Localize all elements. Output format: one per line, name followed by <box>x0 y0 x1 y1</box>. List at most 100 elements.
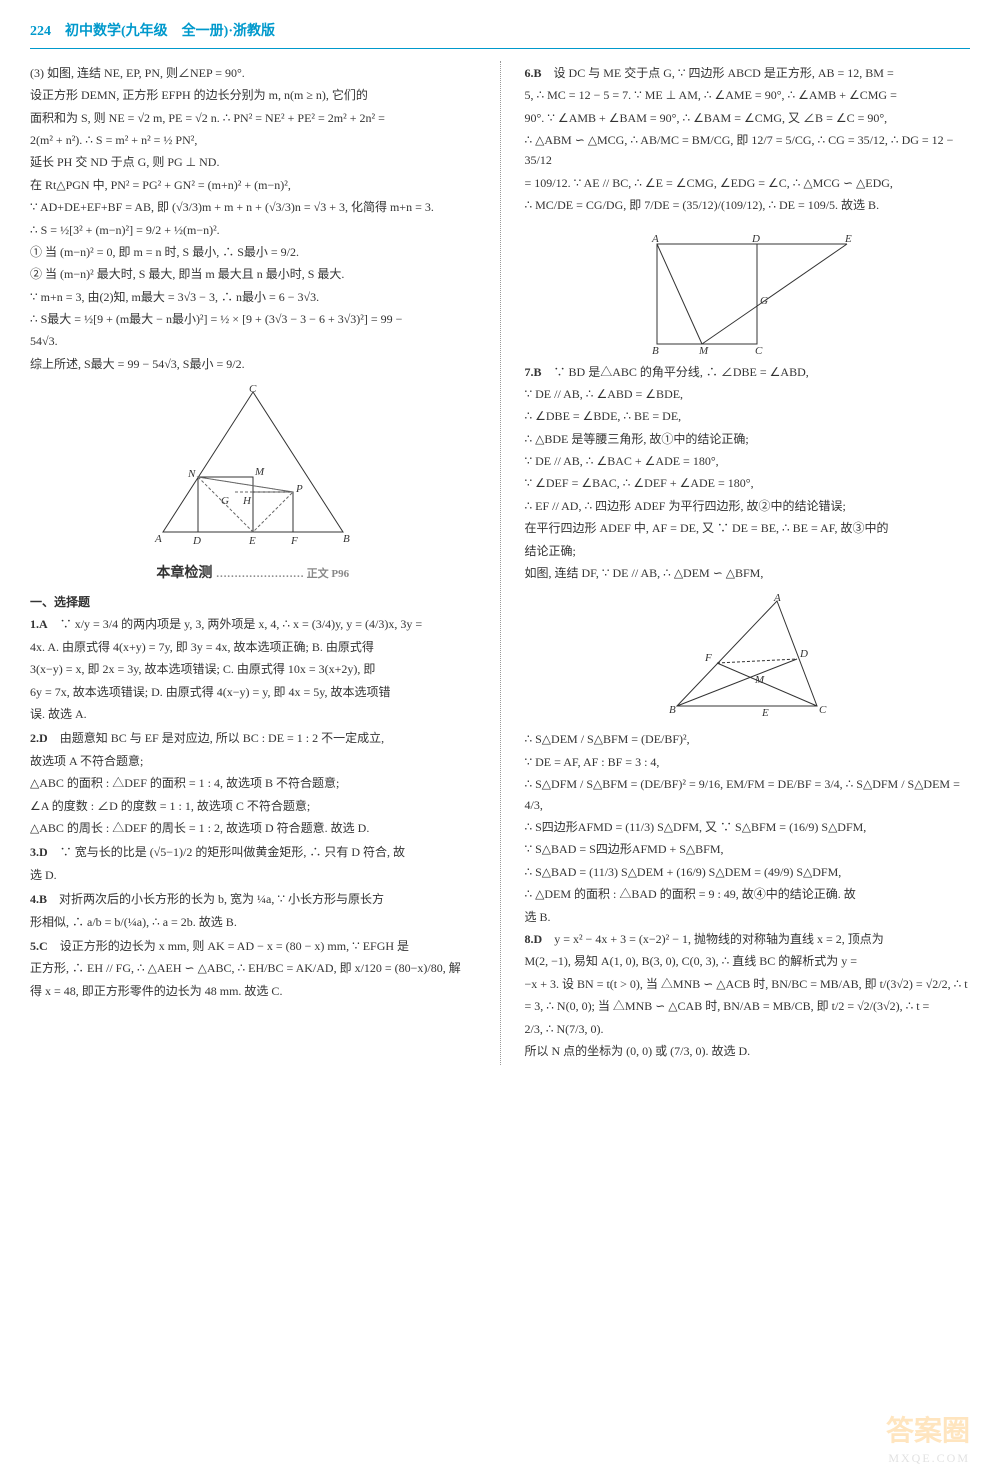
chapter-title: 本章检测 …………………… 正文 P96 <box>30 562 476 586</box>
q2-text: 故选项 A 不符合题意; <box>30 751 476 771</box>
figure-1: C A B D E F N M P G H <box>30 382 476 552</box>
watermark-url: MXQE.COM <box>888 1448 970 1468</box>
q7-number: 7.B <box>525 365 542 379</box>
q2-text: 由题意知 BC 与 EF 是对应边, 所以 BC : DE = 1 : 2 不一… <box>60 731 384 745</box>
q2-text: ∠A 的度数 : ∠D 的度数 = 1 : 1, 故选项 C 不符合题意; <box>30 796 476 816</box>
fig1-label-n: N <box>187 468 196 480</box>
q8-text: y = x² − 4x + 3 = (x−2)² − 1, 抛物线的对称轴为直线… <box>554 932 884 946</box>
text-line: 面积和为 S, 则 NE = √2 m, PE = √2 n. ∴ PN² = … <box>30 108 476 128</box>
text-line: ∵ m+n = 3, 由(2)知, m最大 = 3√3 − 3, ∴ n最小 =… <box>30 287 476 307</box>
content-columns: (3) 如图, 连结 NE, EP, PN, 则∠NEP = 90°. 设正方形… <box>30 61 970 1066</box>
q6-text: 5, ∴ MC = 12 − 5 = 7. ∵ ME ⊥ AM, ∴ ∠AME … <box>525 85 971 105</box>
chapter-ref: …………………… 正文 P96 <box>216 568 349 580</box>
fig2-label-b: B <box>652 345 659 354</box>
q6-text: ∴ MC/DE = CG/DG, 即 7/DE = (35/12)/(109/1… <box>525 195 971 215</box>
q2-number: 2.D <box>30 731 48 745</box>
question-7: 7.B ∵ BD 是△ABC 的角平分线, ∴ ∠DBE = ∠ABD, ∵ D… <box>525 362 971 584</box>
fig2-label-g: G <box>760 295 768 307</box>
q8-text: 所以 N 点的坐标为 (0, 0) 或 (7/3, 0). 故选 D. <box>525 1041 971 1061</box>
figure-3: A B C F D M E <box>525 591 971 721</box>
q1-text: 6y = 7x, 故本选项错误; D. 由原式得 4(x−y) = y, 即 4… <box>30 682 476 702</box>
q3-text: 选 D. <box>30 865 476 885</box>
question-5: 5.C 设正方形的边长为 x mm, 则 AK = AD − x = (80 −… <box>30 936 476 1001</box>
q4-text: 对折两次后的小长方形的长为 b, 宽为 ¼a, ∵ 小长方形与原长方 <box>59 892 384 906</box>
q1-text: 误. 故选 A. <box>30 704 476 724</box>
q7-text: ∵ BD 是△ABC 的角平分线, ∴ ∠DBE = ∠ABD, <box>554 365 809 379</box>
text-line: ∴ S = ½[3² + (m−n)²] = 9/2 + ½(m−n)². <box>30 220 476 240</box>
fig1-label-m: M <box>254 466 265 478</box>
q1-text: 4x. A. 由原式得 4(x+y) = 7y, 即 3y = 4x, 故本选项… <box>30 637 476 657</box>
q6-text: 设 DC 与 ME 交于点 G, ∵ 四边形 ABCD 是正方形, AB = 1… <box>554 66 894 80</box>
right-column: 6.B 设 DC 与 ME 交于点 G, ∵ 四边形 ABCD 是正方形, AB… <box>525 61 971 1066</box>
q7-text: ∵ DE = AF, AF : BF = 3 : 4, <box>525 752 971 772</box>
fig3-label-d: D <box>799 648 808 660</box>
q8-text: M(2, −1), 易知 A(1, 0), B(3, 0), C(0, 3), … <box>525 951 971 971</box>
q7-text: ∴ △DEM 的面积 : △BAD 的面积 = 9 : 49, 故④中的结论正确… <box>525 884 971 904</box>
question-3: 3.D ∵ 宽与长的比是 (√5−1)/2 的矩形叫做黄金矩形, ∴ 只有 D … <box>30 842 476 885</box>
text-line: 设正方形 DEMN, 正方形 EFPH 的边长分别为 m, n(m ≥ n), … <box>30 85 476 105</box>
fig1-label-e: E <box>248 535 256 547</box>
fig1-label-c: C <box>249 383 257 395</box>
choice-heading: 一、选择题 <box>30 592 476 612</box>
q8-number: 8.D <box>525 932 543 946</box>
text-line: 在 Rt△PGN 中, PN² = PG² + GN² = (m+n)² + (… <box>30 175 476 195</box>
q7-text: ∵ S△BAD = S四边形AFMD + S△BFM, <box>525 839 971 859</box>
text-line: 延长 PH 交 ND 于点 G, 则 PG ⊥ ND. <box>30 152 476 172</box>
fig1-label-a: A <box>154 533 162 545</box>
question-2: 2.D 由题意知 BC 与 EF 是对应边, 所以 BC : DE = 1 : … <box>30 728 476 838</box>
q7-text: ∴ S△DFM / S△BFM = (DE/BF)² = 9/16, EM/FM… <box>525 774 971 815</box>
q7-text: ∴ ∠DBE = ∠BDE, ∴ BE = DE, <box>525 406 971 426</box>
question-6: 6.B 设 DC 与 ME 交于点 G, ∵ 四边形 ABCD 是正方形, AB… <box>525 63 971 216</box>
fig3-label-a: A <box>773 592 781 604</box>
q3-number: 3.D <box>30 845 48 859</box>
left-column: (3) 如图, 连结 NE, EP, PN, 则∠NEP = 90°. 设正方形… <box>30 61 476 1066</box>
q1-text: ∵ x/y = 3/4 的两内项是 y, 3, 两外项是 x, 4, ∴ x =… <box>60 617 422 631</box>
q6-text: = 109/12. ∵ AE // BC, ∴ ∠E = ∠CMG, ∠EDG … <box>525 173 971 193</box>
q7-text: ∴ △BDE 是等腰三角形, 故①中的结论正确; <box>525 429 971 449</box>
fig3-label-f: F <box>704 652 712 664</box>
fig2-label-c: C <box>755 345 763 354</box>
q5-number: 5.C <box>30 939 48 953</box>
chapter-title-text: 本章检测 <box>156 566 212 581</box>
q6-number: 6.B <box>525 66 542 80</box>
q7-text: ∴ S四边形AFMD = (11/3) S△DFM, 又 ∵ S△BFM = (… <box>525 817 971 837</box>
q7-text: 选 B. <box>525 907 971 927</box>
q4-text: 形相似, ∴ a/b = b/(¼a), ∴ a = 2b. 故选 B. <box>30 912 476 932</box>
column-divider <box>500 61 501 1066</box>
text-line: ∴ S最大 = ½[9 + (m最大 − n最小)²] = ½ × [9 + (… <box>30 309 476 329</box>
q8-text: = 3, ∴ N(0, 0); 当 △MNB ∽ △CAB 时, BN/AB =… <box>525 996 971 1016</box>
fig3-label-c: C <box>819 704 827 716</box>
q8-text: 2/3, ∴ N(7/3, 0). <box>525 1019 971 1039</box>
q2-text: △ABC 的周长 : △DEF 的周长 = 1 : 2, 故选项 D 符合题意.… <box>30 818 476 838</box>
question-4: 4.B 对折两次后的小长方形的长为 b, 宽为 ¼a, ∵ 小长方形与原长方 形… <box>30 889 476 932</box>
q1-number: 1.A <box>30 617 48 631</box>
fig1-label-h: H <box>242 495 252 507</box>
fig3-label-e: E <box>761 707 769 719</box>
text-line: 综上所述, S最大 = 99 − 54√3, S最小 = 9/2. <box>30 354 476 374</box>
question-1: 1.A ∵ x/y = 3/4 的两内项是 y, 3, 两外项是 x, 4, ∴… <box>30 614 476 724</box>
fig1-label-d: D <box>192 535 201 547</box>
text-line: (3) 如图, 连结 NE, EP, PN, 则∠NEP = 90°. <box>30 63 476 83</box>
q7-text: 如图, 连结 DF, ∵ DE // AB, ∴ △DEM ∽ △BFM, <box>525 563 971 583</box>
text-line: ① 当 (m−n)² = 0, 即 m = n 时, S 最小, ∴ S最小 =… <box>30 242 476 262</box>
text-line: ② 当 (m−n)² 最大时, S 最大, 即当 m 最大且 n 最小时, S … <box>30 264 476 284</box>
text-line: ∵ AD+DE+EF+BF = AB, 即 (√3/3)m + m + n + … <box>30 197 476 217</box>
fig1-label-f: F <box>290 535 298 547</box>
fig2-label-a: A <box>651 233 659 245</box>
fig3-label-m: M <box>754 674 765 686</box>
fig1-label-b: B <box>343 533 350 545</box>
q6-text: 90°. ∵ ∠AMB + ∠BAM = 90°, ∴ ∠BAM = ∠CMG,… <box>525 108 971 128</box>
q7-text: 在平行四边形 ADEF 中, AF = DE, 又 ∵ DE = BE, ∴ B… <box>525 518 971 538</box>
figure-2: A D E B M C G <box>525 224 971 354</box>
watermark-logo: 答案圈 <box>886 1408 970 1456</box>
q5-text: 设正方形的边长为 x mm, 则 AK = AD − x = (80 − x) … <box>60 939 409 953</box>
q7-text: ∴ S△BAD = (11/3) S△DEM + (16/9) S△DEM = … <box>525 862 971 882</box>
q5-text: 得 x = 48, 即正方形零件的边长为 48 mm. 故选 C. <box>30 981 476 1001</box>
q3-text: ∵ 宽与长的比是 (√5−1)/2 的矩形叫做黄金矩形, ∴ 只有 D 符合, … <box>60 845 405 859</box>
q6-text: ∴ △ABM ∽ △MCG, ∴ AB/MC = BM/CG, 即 12/7 =… <box>525 130 971 171</box>
q2-text: △ABC 的面积 : △DEF 的面积 = 1 : 4, 故选项 B 不符合题意… <box>30 773 476 793</box>
q8-text: −x + 3. 设 BN = t(t > 0), 当 △MNB ∽ △ACB 时… <box>525 974 971 994</box>
q4-number: 4.B <box>30 892 47 906</box>
fig1-label-g: G <box>221 495 229 507</box>
q7-text: 结论正确; <box>525 541 971 561</box>
